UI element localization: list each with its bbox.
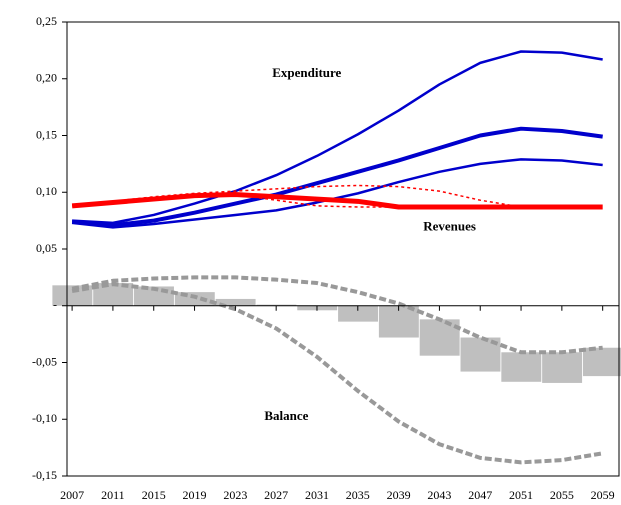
band-bar <box>542 352 583 383</box>
line <box>71 126 603 228</box>
x-tick-label: 2055 <box>550 488 574 502</box>
line <box>71 158 603 229</box>
x-tick-label: 2015 <box>142 488 166 502</box>
x-tick-label: 2059 <box>591 488 615 502</box>
x-tick-label: 2035 <box>346 488 370 502</box>
band-bar <box>215 298 256 306</box>
line <box>71 275 603 355</box>
annotation: Balance <box>264 408 308 423</box>
y-tick-label: 0,20 <box>36 71 57 85</box>
x-tick-label: 2043 <box>427 488 451 502</box>
y-tick-label: 0,25 <box>36 14 57 28</box>
band-bar <box>338 305 379 322</box>
line <box>71 192 603 210</box>
band-bar <box>582 347 621 377</box>
plot-frame <box>66 21 620 477</box>
x-tick-label: 2047 <box>468 488 492 502</box>
y-tick-label: -0,10 <box>32 411 57 425</box>
x-tick-label: 2007 <box>60 488 84 502</box>
x-tick-label: 2023 <box>223 488 247 502</box>
y-tick-label: 0,15 <box>36 127 57 141</box>
x-tick-label: 2031 <box>305 488 329 502</box>
x-tick-label: 2039 <box>387 488 411 502</box>
band-bar <box>378 305 419 338</box>
band-bar <box>93 283 134 306</box>
y-tick-label: -0,15 <box>32 468 57 482</box>
line <box>72 50 603 225</box>
x-tick-label: 2019 <box>183 488 207 502</box>
y-tick-label: 0,10 <box>36 184 57 198</box>
annotation: Revenues <box>423 218 476 233</box>
band-bar <box>419 319 460 356</box>
y-tick-label: - <box>53 298 57 312</box>
band-bar <box>256 304 297 306</box>
annotation: Expenditure <box>272 65 341 80</box>
band-bar <box>501 352 542 382</box>
x-tick-label: 2011 <box>101 488 125 502</box>
x-tick-label: 2027 <box>264 488 288 502</box>
x-tick-label: 2051 <box>509 488 533 502</box>
y-tick-label: 0,05 <box>36 241 57 255</box>
y-tick-label: -0,05 <box>32 354 57 368</box>
